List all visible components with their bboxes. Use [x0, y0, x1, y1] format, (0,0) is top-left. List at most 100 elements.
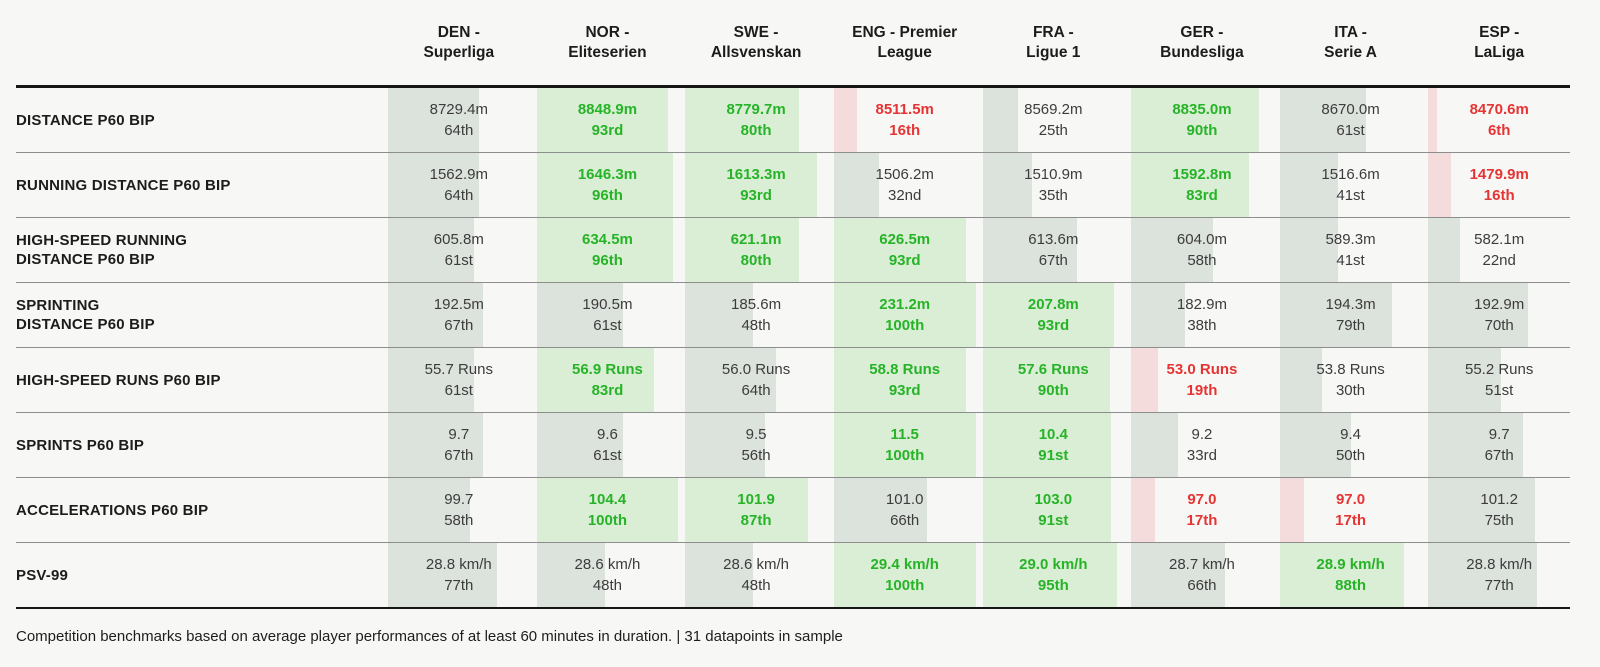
header-cell-league: ENG - Premier League — [834, 23, 976, 63]
cell-text: 8835.0m 90th — [1131, 88, 1273, 152]
cell-text: 58.8 Runs 93rd — [834, 348, 976, 412]
benchmark-cell: 207.8m 93rd — [982, 283, 1125, 347]
benchmark-cell: 8848.9m 93rd — [536, 88, 679, 152]
header-league-code: NOR - — [585, 23, 630, 41]
benchmark-cell: 56.0 Runs 64th — [685, 348, 827, 412]
cell-percentile: 96th — [592, 252, 623, 269]
cell-percentile: 100th — [885, 447, 925, 464]
cell-value: 56.9 Runs — [572, 361, 643, 378]
percentile-bar — [388, 153, 479, 217]
cell-text: 1516.6m 41st — [1280, 153, 1422, 217]
header-league-code: DEN - — [437, 23, 480, 41]
cell-text: 57.6 Runs 90th — [983, 348, 1125, 412]
header-cell-league: SWE - Allsvenskan — [685, 23, 827, 63]
metric-label: ACCELERATIONS P60 BIP — [16, 478, 381, 542]
header-cell-league: ESP - LaLiga — [1428, 23, 1570, 63]
cell-text: 207.8m 93rd — [983, 283, 1125, 347]
cell-percentile: 93rd — [740, 187, 772, 204]
percentile-bar — [536, 153, 673, 217]
cell-value: 1516.6m — [1321, 166, 1380, 183]
cell-text: 53.8 Runs 30th — [1280, 348, 1422, 412]
benchmark-cell: 57.6 Runs 90th — [982, 348, 1125, 412]
percentile-bar — [833, 348, 966, 412]
cell-percentile: 64th — [444, 122, 474, 139]
table-header-row: DEN - Superliga NOR - Eliteserien SWE - Allsv… — [16, 0, 1570, 88]
cell-text: 28.6 km/h 48th — [685, 543, 827, 607]
benchmark-cell: 589.3m 41st — [1279, 218, 1422, 282]
cell-text: 8848.9m 93rd — [537, 88, 679, 152]
cell-percentile: 48th — [741, 317, 771, 334]
benchmark-cell: 231.2m 100th — [833, 283, 976, 347]
metric-label-line: DISTANCE P60 BIP — [16, 316, 155, 333]
header-league-code: ESP - — [1479, 23, 1520, 41]
header-league-name: League — [877, 43, 932, 61]
cell-value: 9.5 — [745, 426, 767, 443]
benchmark-cell: 8779.7m 80th — [685, 88, 827, 152]
cell-percentile: 48th — [592, 577, 623, 594]
percentile-bar — [388, 88, 479, 152]
cell-percentile: 33rd — [1186, 447, 1217, 464]
percentile-bar — [685, 283, 754, 347]
cell-text: 621.1m 80th — [685, 218, 827, 282]
cell-value: 1646.3m — [577, 166, 638, 183]
cell-value: 194.3m — [1325, 296, 1376, 313]
header-league-code: GER - — [1180, 23, 1224, 41]
cell-text: 605.8m 61st — [388, 218, 530, 282]
cell-text: 28.8 km/h 77th — [1428, 543, 1570, 607]
percentile-bar — [1428, 543, 1538, 607]
percentile-bar — [833, 218, 966, 282]
cell-value: 9.2 — [1191, 426, 1213, 443]
header-league-code: ITA - — [1334, 23, 1367, 41]
cell-value: 582.1m — [1474, 231, 1525, 248]
cell-text: 9.7 67th — [1428, 413, 1570, 477]
cell-value: 1592.8m — [1172, 166, 1232, 183]
benchmark-cell: 1506.2m 32nd — [833, 153, 976, 217]
percentile-bar — [982, 88, 1018, 152]
cell-percentile: 41st — [1336, 252, 1365, 269]
header-league-code: SWE - — [733, 23, 779, 41]
benchmark-cell: 101.9 87th — [685, 478, 827, 542]
benchmark-cell: 1592.8m 83rd — [1131, 153, 1273, 217]
benchmark-cell: 182.9m 38th — [1131, 283, 1273, 347]
cell-value: 53.8 Runs — [1316, 361, 1385, 378]
percentile-bar — [685, 543, 754, 607]
cell-text: 8729.4m 64th — [388, 88, 530, 152]
percentile-bar — [982, 543, 1118, 607]
cell-percentile: 90th — [1037, 382, 1069, 399]
benchmark-cell: 613.6m 67th — [982, 218, 1125, 282]
benchmark-cell: 8569.2m 25th — [982, 88, 1125, 152]
cell-text: 182.9m 38th — [1131, 283, 1273, 347]
benchmark-cell: 192.5m 67th — [388, 283, 530, 347]
cell-text: 1479.9m 16th — [1428, 153, 1570, 217]
cell-text: 29.0 km/h 95th — [983, 543, 1125, 607]
header-league-name: Bundesliga — [1160, 43, 1244, 61]
table-row: HIGH-SPEED RUNNING DISTANCE P60 BIP 605.8m… — [16, 217, 1570, 282]
cell-value: 28.7 km/h — [1169, 556, 1235, 573]
cell-percentile: 90th — [1186, 122, 1218, 139]
cell-percentile: 100th — [885, 577, 925, 594]
cell-value: 28.9 km/h — [1316, 556, 1385, 573]
metric-label-line: ACCELERATIONS P60 BIP — [16, 501, 209, 519]
cell-value: 8569.2m — [1024, 101, 1083, 118]
benchmark-cell: 101.2 75th — [1428, 478, 1570, 542]
header-league-name: Ligue 1 — [1026, 43, 1081, 61]
cell-value: 99.7 — [444, 491, 474, 508]
percentile-bar — [1279, 218, 1338, 282]
table-row: HIGH-SPEED RUNS P60 BIP 55.7 Runs 61st 56.9… — [16, 347, 1570, 412]
percentile-bar — [685, 413, 765, 477]
cell-value: 613.6m — [1028, 231, 1079, 248]
percentile-bar — [536, 348, 655, 412]
metric-label: SPRINTING DISTANCE P60 BIP — [16, 283, 381, 347]
cell-text: 97.0 17th — [1131, 478, 1273, 542]
cell-percentile: 67th — [1484, 447, 1514, 464]
cell-percentile: 17th — [1335, 512, 1366, 529]
cell-value: 57.6 Runs — [1017, 361, 1089, 378]
percentile-bar — [1131, 413, 1178, 477]
cell-value: 604.0m — [1176, 231, 1227, 248]
metric-label-line: HIGH-SPEED RUNS P60 BIP — [16, 371, 221, 389]
cell-value: 29.0 km/h — [1019, 556, 1088, 573]
cell-value: 28.6 km/h — [574, 556, 641, 573]
metric-label: RUNNING DISTANCE P60 BIP — [16, 153, 381, 217]
cell-text: 8670.0m 61st — [1280, 88, 1422, 152]
cell-percentile: 64th — [444, 187, 474, 204]
